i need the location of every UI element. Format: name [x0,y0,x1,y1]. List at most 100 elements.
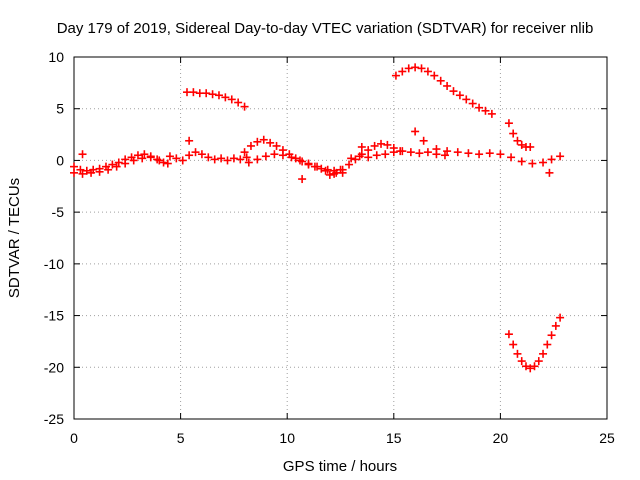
data-point [415,149,424,158]
x-tick-label: 0 [70,430,78,446]
data-point [266,138,275,147]
data-point [496,150,505,159]
data-points [70,63,565,373]
data-point [443,81,452,90]
y-axis-label: SDTVAR / TECUs [6,178,23,298]
data-point [507,153,516,162]
data-point [70,162,78,171]
data-point [545,168,554,177]
data-point [155,156,164,165]
data-point [114,158,123,167]
data-point [202,89,211,98]
grid-lines [74,57,607,419]
data-point [189,88,198,97]
data-point [112,162,121,171]
plot-frame [73,56,608,420]
data-point [398,147,407,156]
data-point [313,162,322,171]
data-point [517,157,526,166]
data-point [291,154,300,163]
data-point [389,148,398,157]
data-point [227,95,236,104]
data-point [195,89,204,98]
data-point [423,67,432,76]
y-tick-label: -15 [44,308,64,324]
data-point [475,150,484,159]
data-point [78,150,87,159]
data-point [355,152,364,161]
data-point [287,153,296,162]
data-point [372,151,381,160]
data-point [261,152,270,161]
data-point [398,67,407,76]
data-point [449,87,458,96]
y-tick-label: -5 [52,204,65,220]
data-point [475,103,484,112]
data-point [551,321,560,330]
data-point [436,76,445,85]
data-point [539,158,548,167]
data-point [462,95,471,104]
data-point [347,154,356,163]
data-point [244,158,253,167]
data-point [534,357,543,366]
data-point [234,98,243,107]
x-tick-label: 5 [177,430,185,446]
data-point [547,155,556,164]
data-point [521,362,530,371]
data-point [547,331,556,340]
data-point [129,156,138,165]
x-tick-label: 15 [386,430,402,446]
data-point [526,142,535,151]
data-point [108,160,117,169]
y-tick-label: -25 [44,411,64,427]
x-tick-label: 20 [493,430,509,446]
data-point [443,147,452,156]
data-point [526,364,535,373]
data-point [78,169,87,178]
data-point [140,150,149,159]
data-point [404,64,413,73]
axis-ticks [73,56,608,420]
data-point [543,340,552,349]
data-point [82,166,91,175]
data-point [217,154,226,163]
data-point [430,71,439,80]
data-point [381,150,390,159]
data-point [178,156,187,165]
data-point [104,165,113,174]
data-point [509,129,518,138]
data-point [423,148,432,157]
data-point [223,156,232,165]
data-point [513,136,522,145]
data-point [338,165,347,174]
data-point [481,106,490,115]
data-point [345,160,354,169]
x-tick-label: 10 [279,430,295,446]
data-point [325,170,334,179]
tick-labels: 0 5 10 15 20 25 10 5 0 -5 -10 -15 -20 -25 [44,49,615,446]
data-point [298,175,307,184]
data-point [270,150,279,159]
data-point [185,151,194,160]
data-point [357,142,366,151]
data-point [530,362,539,371]
data-point [517,140,526,149]
data-point [509,340,518,349]
data-point [121,159,130,168]
data-point [556,152,565,161]
y-tick-label: -20 [44,359,64,375]
data-point [295,156,304,165]
x-tick-label: 25 [599,430,615,446]
data-point [419,136,428,145]
data-point [364,153,373,162]
data-point [208,90,217,99]
data-point [504,330,513,339]
chart-title: Day 179 of 2019, Sidereal Day-to-day VTE… [57,20,594,37]
data-point [513,349,522,358]
data-point [191,148,200,157]
data-point [304,159,313,168]
data-point [253,137,262,146]
data-point [163,159,172,168]
